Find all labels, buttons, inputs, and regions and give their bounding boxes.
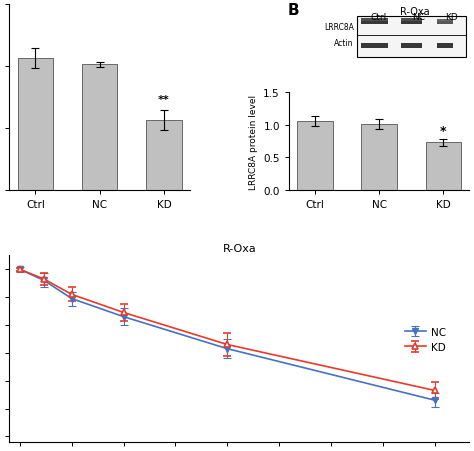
Bar — [426, 143, 461, 191]
FancyBboxPatch shape — [437, 20, 453, 25]
FancyBboxPatch shape — [361, 44, 388, 48]
Bar — [18, 59, 53, 191]
Title: R-Oxa: R-Oxa — [83, 0, 117, 2]
FancyBboxPatch shape — [401, 19, 422, 22]
Text: *: * — [440, 124, 447, 137]
Title: R-Oxa: R-Oxa — [222, 244, 256, 253]
Text: KD: KD — [445, 14, 457, 23]
Text: Ctrl: Ctrl — [371, 14, 387, 23]
Bar — [362, 125, 397, 191]
Text: **: ** — [158, 95, 170, 105]
FancyBboxPatch shape — [361, 19, 388, 22]
FancyBboxPatch shape — [437, 44, 453, 48]
Text: LRRC8A: LRRC8A — [324, 23, 354, 32]
Text: R-Oxa: R-Oxa — [401, 7, 430, 17]
Bar — [82, 65, 117, 191]
FancyBboxPatch shape — [357, 17, 465, 57]
Bar — [297, 122, 332, 191]
FancyBboxPatch shape — [361, 20, 388, 25]
FancyBboxPatch shape — [437, 19, 453, 22]
Text: B: B — [287, 3, 299, 18]
Text: Actin: Actin — [334, 39, 354, 48]
Bar — [146, 121, 182, 191]
Text: NC: NC — [412, 14, 425, 23]
Legend: NC, KD: NC, KD — [401, 323, 450, 356]
FancyBboxPatch shape — [401, 20, 422, 25]
Y-axis label: LRRC8A protein level: LRRC8A protein level — [249, 94, 258, 189]
FancyBboxPatch shape — [401, 44, 422, 48]
